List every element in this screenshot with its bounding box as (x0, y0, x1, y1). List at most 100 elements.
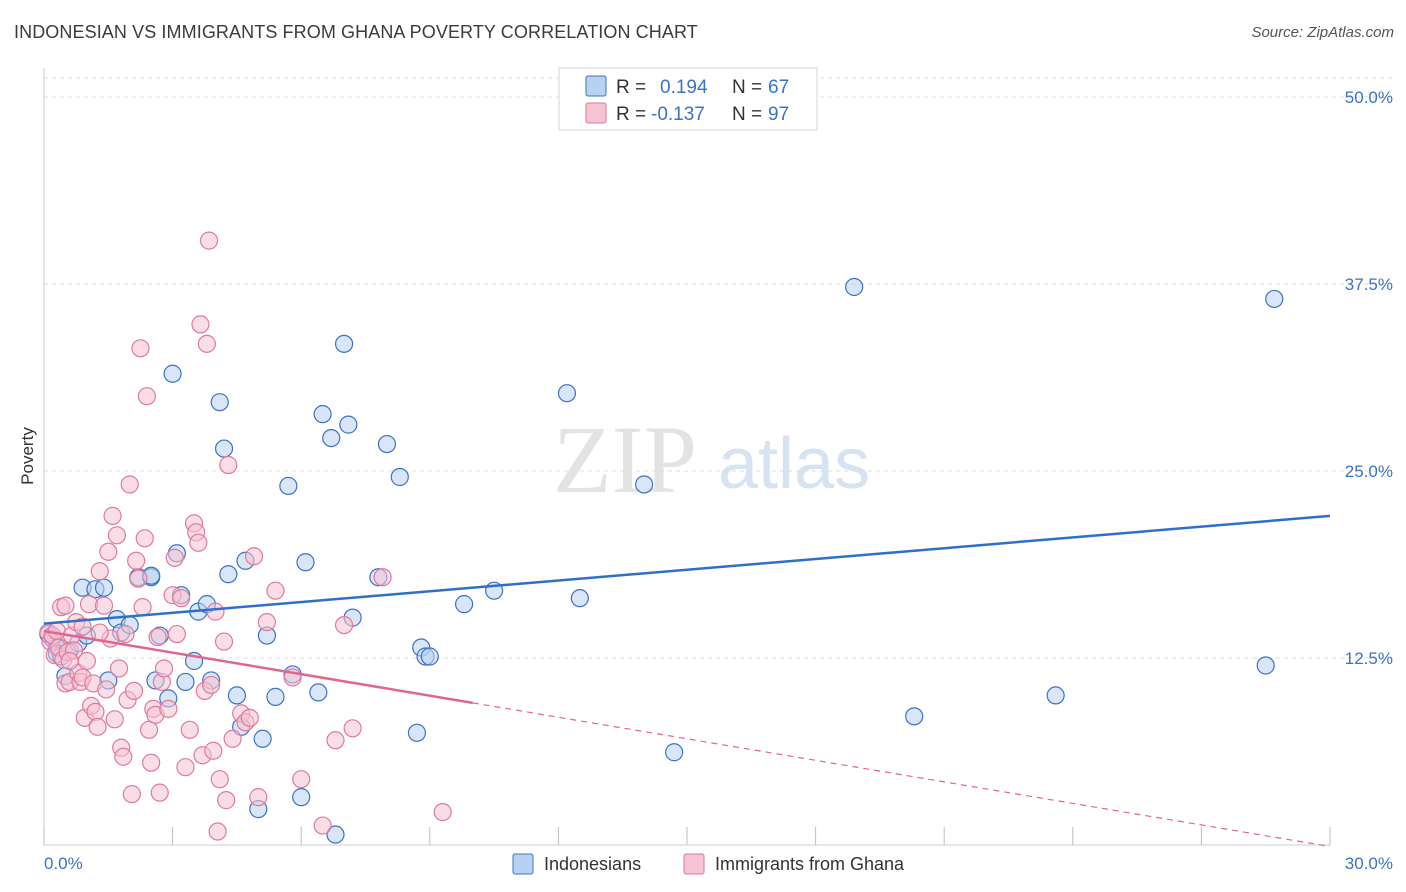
ghana-point-59 (176, 758, 195, 777)
bottom-legend-swatch-blue (512, 853, 534, 875)
legend: R = 0.194 N = 67 R = -0.137 N = 97 (558, 67, 818, 131)
indonesians-point-66 (1046, 686, 1065, 705)
ghana-point-23 (88, 717, 107, 736)
ghana-point-76 (219, 455, 238, 475)
y-tick-label-0: 12.5% (1345, 649, 1393, 668)
ghana-point-27 (99, 542, 118, 561)
series-indonesians (39, 277, 1284, 844)
indonesians-point-68 (1265, 289, 1284, 309)
indonesians-point-44 (309, 683, 328, 702)
indonesians-point-31 (214, 439, 234, 458)
ghana-point-34 (114, 747, 133, 766)
indonesians-point-60 (557, 384, 577, 403)
ghana-point-53 (154, 659, 174, 678)
ghana-point-37 (120, 475, 139, 494)
ghana-point-29 (103, 506, 122, 525)
legend-swatch-pink (585, 102, 607, 124)
indonesians-point-57 (420, 647, 439, 666)
legend-r-label-2: R = (616, 104, 646, 125)
ghana-point-90 (343, 719, 362, 738)
ghana-point-92 (433, 802, 452, 822)
ghana-point-42 (131, 339, 150, 358)
indonesians-point-65 (905, 707, 924, 726)
ghana-point-46 (139, 720, 159, 739)
ghana-point-57 (167, 624, 186, 644)
indonesians-point-30 (210, 393, 229, 412)
ghana-point-94 (73, 617, 92, 636)
ghana-point-80 (240, 708, 259, 727)
ghana-point-64 (191, 315, 210, 334)
ghana-point-71 (206, 602, 225, 621)
indonesians-point-25 (176, 672, 195, 692)
y-axis-title: Poverty (18, 427, 37, 485)
legend-r-label-1: R = (616, 77, 646, 98)
bottom-legend: Indonesians Immigrants from Ghana (512, 853, 905, 875)
ghana-point-58 (172, 589, 191, 608)
ghana-point-74 (214, 632, 234, 651)
ghana-point-67 (197, 334, 216, 353)
ghana-point-77 (223, 729, 242, 748)
ghana-point-88 (326, 731, 345, 750)
indonesians-point-49 (339, 415, 358, 434)
indonesians-point-67 (1256, 656, 1275, 675)
ghana-point-43 (133, 598, 152, 617)
ghana-point-30 (105, 710, 124, 729)
ghana-point-45 (137, 387, 156, 406)
indonesians-point-58 (454, 595, 474, 614)
ghana-point-54 (159, 699, 178, 718)
series-ghana (39, 231, 452, 841)
watermark-zip: ZIP (553, 406, 697, 513)
indonesians-point-42 (292, 788, 311, 807)
indonesians-point-64 (845, 277, 864, 297)
legend-n-label-1: N = (732, 77, 762, 98)
trend-line-ghana (43, 629, 473, 705)
ghana-point-40 (127, 551, 146, 570)
ghana-point-60 (180, 720, 199, 739)
indonesians-point-47 (326, 825, 345, 844)
legend-n-value-1: 67 (768, 77, 789, 98)
y-tick-labels: 12.5% 25.0% 37.5% 50.0% (1345, 88, 1393, 668)
ghana-point-83 (257, 612, 277, 632)
bottom-legend-swatch-pink (683, 853, 705, 875)
legend-n-label-2: N = (732, 104, 762, 125)
indonesians-point-48 (334, 334, 354, 353)
trend-line-ghana-extrapolated (472, 702, 1331, 848)
y-tick-label-3: 50.0% (1345, 88, 1393, 107)
ghana-point-56 (165, 548, 184, 567)
ghana-point-96 (56, 596, 75, 615)
ghana-point-25 (94, 596, 114, 615)
source-credit: Source: ZipAtlas.com (1251, 24, 1394, 41)
indonesians-point-63 (665, 743, 684, 762)
ghana-point-86 (292, 770, 311, 789)
ghana-point-32 (109, 659, 129, 678)
ghana-point-73 (210, 770, 229, 789)
trend-line-indonesians (43, 514, 1331, 625)
indonesians-point-53 (390, 467, 409, 487)
ghana-point-31 (107, 526, 126, 545)
legend-r-value-1: 0.194 (660, 77, 708, 98)
indonesians-point-11 (94, 578, 114, 597)
ghana-point-35 (116, 624, 135, 644)
indonesians-point-22 (163, 364, 182, 383)
ghana-point-75 (217, 791, 236, 810)
indonesians-point-52 (377, 434, 397, 454)
ghana-point-70 (204, 741, 223, 760)
x-tick-label-min: 0.0% (44, 854, 83, 873)
indonesians-point-43 (296, 553, 315, 572)
ghana-point-19 (79, 595, 99, 614)
ghana-point-68 (199, 231, 219, 250)
ghana-point-63 (189, 533, 208, 552)
ghana-point-72 (208, 822, 227, 841)
bottom-legend-label-indonesians: Indonesians (544, 854, 641, 874)
ghana-point-39 (124, 681, 144, 701)
watermark-atlas: atlas (718, 424, 870, 504)
ghana-point-50 (148, 627, 167, 647)
ghana-point-41 (129, 569, 148, 588)
legend-r-value-2: -0.137 (651, 104, 705, 125)
indonesians-point-45 (313, 405, 332, 424)
indonesians-point-39 (266, 687, 285, 706)
grid (44, 77, 1392, 659)
ghana-point-18 (77, 651, 96, 671)
ghana-point-22 (86, 702, 105, 721)
